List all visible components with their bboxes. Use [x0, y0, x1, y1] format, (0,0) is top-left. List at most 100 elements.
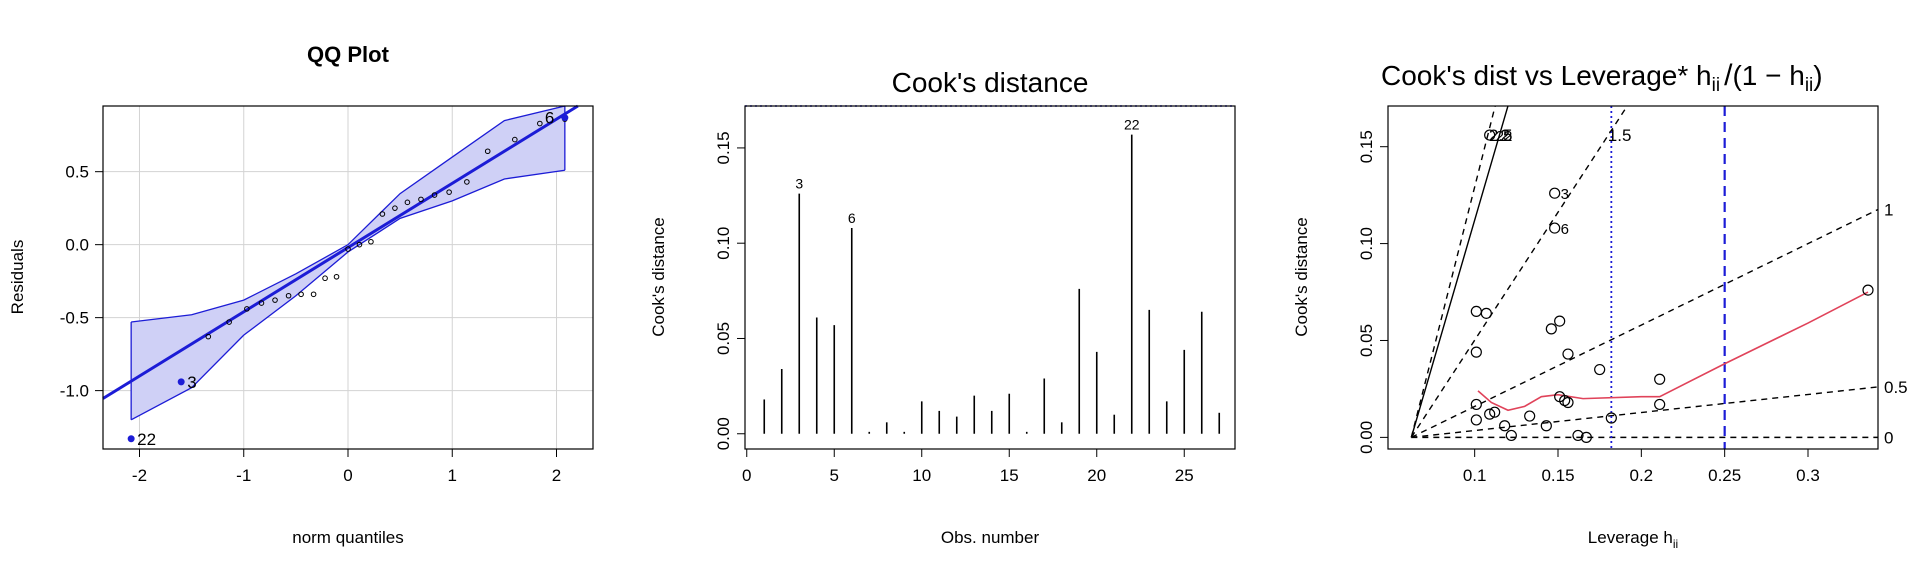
qq-point — [379, 211, 386, 217]
leverage-title-slash: / — [1724, 59, 1733, 92]
qq-y-axis: -1.0 -0.5 0.0 0.5 — [60, 163, 103, 401]
leverage-contour-label: 0.5 — [1884, 378, 1908, 397]
qq-point — [258, 300, 265, 306]
leverage-x-tick-label: 0.3 — [1796, 466, 1820, 485]
leverage-plot-area — [1410, 106, 1878, 449]
leverage-point — [1505, 429, 1517, 442]
leverage-contour-label: 2 — [1500, 126, 1509, 145]
leverage-title-sub2: ii — [1805, 75, 1813, 96]
qq-point — [272, 297, 278, 303]
qq-point-label: 3 — [187, 373, 196, 392]
leverage-point — [1862, 284, 1874, 296]
qq-reference-line — [102, 104, 579, 400]
leverage-contour-2 — [1410, 106, 1509, 438]
qq-point — [244, 306, 250, 312]
qq-x-axis: -2 -1 0 1 2 — [132, 448, 561, 485]
leverage-point — [1489, 406, 1501, 418]
leverage-contour-label: 1 — [1884, 200, 1893, 219]
cooks-x-axis: 0 5 10 15 20 25 — [742, 448, 1194, 485]
leverage-point — [1484, 408, 1496, 420]
qq-point — [356, 241, 363, 248]
leverage-point — [1480, 307, 1492, 319]
leverage-point — [1499, 420, 1511, 432]
leverage-x-tick-label: 0.25 — [1708, 466, 1741, 485]
cooks-x-tick-label: 0 — [742, 466, 751, 485]
qq-x-tick-label: 2 — [552, 466, 561, 485]
cooks-x-tick-label: 15 — [1000, 466, 1019, 485]
qq-y-tick-label: 0.5 — [65, 163, 89, 182]
qq-point-label: 6 — [545, 109, 554, 128]
leverage-point — [1605, 412, 1617, 424]
qq-band-lower — [130, 169, 565, 421]
qq-point — [298, 291, 304, 298]
cooks-y-axis: 0.00 0.05 0.10 0.15 — [714, 131, 746, 450]
cooks-y-tick-label: 0.00 — [714, 417, 733, 450]
leverage-title-main: Cook's dist vs Leverage* h — [1381, 60, 1712, 91]
leverage-point — [1654, 398, 1666, 411]
leverage-y-tick-label: 0.05 — [1357, 324, 1376, 357]
leverage-point — [1470, 398, 1482, 411]
qq-point — [285, 292, 292, 299]
qq-point — [537, 120, 543, 127]
qq-x-tick-label: -1 — [236, 466, 251, 485]
qq-y-tick-label: -0.5 — [60, 309, 89, 328]
leverage-contour-label: 0 — [1884, 428, 1893, 447]
leverage-point — [1470, 346, 1482, 358]
leverage-y-axis: 0.00 0.05 0.10 0.15 — [1357, 130, 1389, 454]
qq-x-tick-label: -2 — [132, 466, 147, 485]
leverage-title-end: ) — [1813, 60, 1822, 91]
qq-point — [226, 319, 232, 325]
leverage-contour-label: 1.5 — [1608, 126, 1632, 145]
qq-point — [404, 199, 411, 206]
qq-point — [512, 136, 518, 143]
leverage-point — [1470, 414, 1482, 426]
qq-point — [205, 333, 212, 340]
qq-point — [446, 189, 452, 195]
qq-band-upper — [131, 105, 566, 323]
leverage-point — [1545, 323, 1557, 335]
cooks-y-tick-label: 0.05 — [714, 322, 733, 355]
leverage-point — [1549, 187, 1561, 199]
leverage-y-tick-label: 0.15 — [1357, 130, 1376, 163]
leverage-point — [1470, 305, 1482, 318]
leverage-y-tick-label: 0.10 — [1357, 227, 1376, 260]
cooks-x-tick-label: 5 — [830, 466, 839, 485]
leverage-contour-1 — [1411, 208, 1878, 439]
qq-point — [368, 238, 374, 245]
leverage-x-label-main: Leverage h — [1588, 528, 1673, 547]
leverage-smooth-line — [1477, 291, 1869, 412]
leverage-title: Cook's dist vs Leverage* hii/(1 − hii) — [1381, 59, 1823, 96]
qq-point — [464, 179, 470, 185]
qq-title: QQ Plot — [307, 42, 390, 67]
cooks-bar-label: 22 — [1124, 117, 1140, 133]
cooks-bars: 3 6 22 — [763, 117, 1221, 434]
qq-point — [310, 291, 317, 298]
qq-point — [177, 378, 185, 386]
qq-confidence-band — [131, 106, 565, 420]
leverage-points — [1470, 129, 1874, 443]
qq-point — [333, 273, 340, 280]
leverage-smooth — [1477, 291, 1869, 412]
leverage-vlines — [1610, 106, 1726, 449]
leverage-point — [1562, 396, 1574, 409]
qq-point-label: 22 — [137, 430, 156, 449]
qq-point — [431, 192, 438, 198]
leverage-point — [1484, 129, 1496, 141]
qq-x-tick-label: 1 — [448, 466, 457, 485]
leverage-point — [1580, 431, 1592, 443]
cooks-x-label: Obs. number — [941, 528, 1040, 547]
leverage-x-tick-label: 0.2 — [1630, 466, 1654, 485]
leverage-point-label: 6 — [1561, 221, 1569, 238]
leverage-contour-label: 2.5 — [1489, 126, 1513, 145]
qq-point — [392, 205, 398, 211]
qq-y-label: Residuals — [8, 240, 27, 315]
leverage-y-label: Cook's distance — [1292, 217, 1311, 336]
leverage-title-sub: ii — [1712, 75, 1720, 96]
cooks-x-tick-label: 20 — [1087, 466, 1106, 485]
qq-point — [345, 246, 351, 252]
qq-point — [561, 114, 569, 122]
leverage-x-axis: 0.1 0.15 0.2 0.25 0.3 — [1463, 448, 1820, 485]
leverage-x-label-sub: ii — [1673, 537, 1678, 551]
